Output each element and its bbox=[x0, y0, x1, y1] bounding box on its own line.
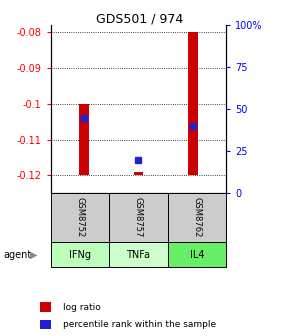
Bar bbox=[51, 193, 109, 242]
Bar bbox=[168, 193, 226, 242]
Text: IL4: IL4 bbox=[190, 250, 204, 259]
Text: GSM8762: GSM8762 bbox=[193, 197, 202, 238]
Bar bbox=[79, 104, 88, 175]
Text: log ratio: log ratio bbox=[63, 303, 101, 311]
Bar bbox=[168, 242, 226, 267]
Text: GSM8757: GSM8757 bbox=[134, 197, 143, 238]
Bar bbox=[109, 242, 168, 267]
Text: IFNg: IFNg bbox=[69, 250, 91, 259]
Text: TNFa: TNFa bbox=[126, 250, 151, 259]
Bar bbox=[188, 32, 198, 175]
Text: ▶: ▶ bbox=[30, 250, 38, 259]
Text: GSM8752: GSM8752 bbox=[75, 198, 84, 238]
Text: GDS501 / 974: GDS501 / 974 bbox=[96, 12, 183, 26]
Bar bbox=[51, 242, 109, 267]
Text: agent: agent bbox=[3, 250, 31, 259]
Bar bbox=[109, 193, 168, 242]
Bar bbox=[133, 172, 144, 175]
Text: percentile rank within the sample: percentile rank within the sample bbox=[63, 320, 216, 329]
Bar bbox=[39, 302, 51, 312]
Bar bbox=[39, 320, 51, 329]
